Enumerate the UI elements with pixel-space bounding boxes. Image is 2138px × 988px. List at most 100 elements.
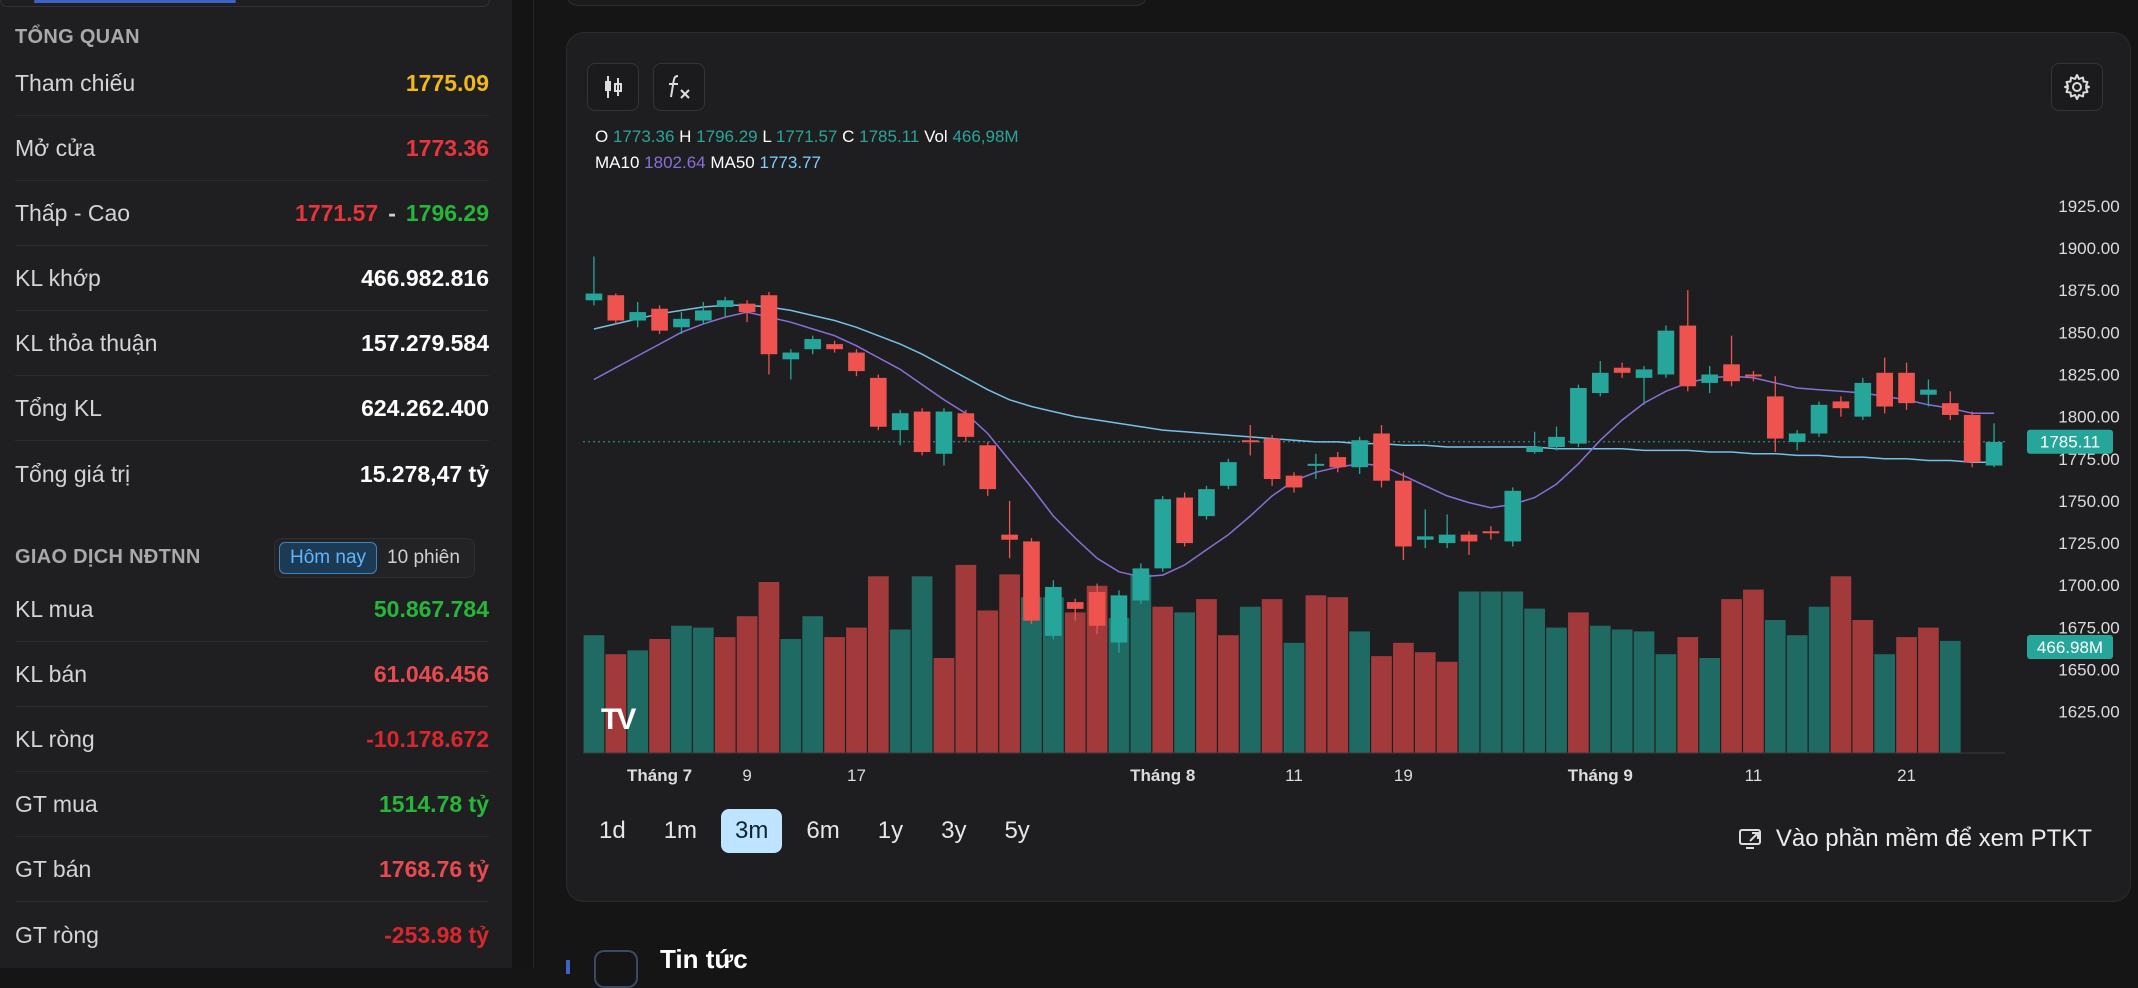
candle-body <box>1307 463 1325 466</box>
range-6m[interactable]: 6m <box>806 817 840 844</box>
open-label: O <box>595 127 609 146</box>
volume-bar <box>1633 631 1655 753</box>
row-label: KL thỏa thuận <box>15 330 158 356</box>
candle-body <box>1263 438 1281 480</box>
range-1m[interactable]: 1m <box>663 817 698 844</box>
candle-body <box>1241 440 1259 443</box>
volume-bar <box>1874 654 1896 753</box>
candle-body <box>1482 531 1500 534</box>
candle-body <box>826 344 843 350</box>
volume-bar <box>1677 637 1699 753</box>
volume-bar <box>1371 656 1392 753</box>
row-label: Tổng KL <box>15 395 102 421</box>
candle-body <box>1876 372 1893 407</box>
range-3y[interactable]: 3y <box>941 817 967 844</box>
candle-body <box>695 310 712 321</box>
ma50-label: MA50 <box>710 153 755 172</box>
volume-bar <box>1086 585 1108 753</box>
top-card-edge <box>566 0 1148 6</box>
volume-bar <box>1152 606 1174 753</box>
indicators-button[interactable] <box>653 63 705 111</box>
row-label: Tham chiếu <box>15 70 136 96</box>
volume-bar <box>583 635 605 753</box>
candle-body <box>1045 586 1062 636</box>
candle-body <box>1613 367 1631 373</box>
candle-body <box>716 300 734 308</box>
y-tick-label: 1700.00 <box>2058 576 2119 595</box>
candle-body <box>585 293 603 301</box>
range-3m[interactable]: 3m <box>721 809 783 853</box>
y-tick-label: 1675.00 <box>2058 618 2119 637</box>
overview-row-reference: Tham chiếu 1775.09 <box>15 52 489 116</box>
y-tick-label: 1900.00 <box>2058 239 2119 258</box>
foreign-row-sell-volume: KL bán 61.046.456 <box>15 643 489 707</box>
candle-body <box>1351 440 1368 468</box>
candlestick-type-button[interactable] <box>587 63 639 111</box>
toggle-10-sessions[interactable]: 10 phiên <box>387 547 460 568</box>
volume-bar <box>605 654 627 753</box>
left-panel: TỔNG QUAN Tham chiếu 1775.09 Mở cửa 1773… <box>0 0 512 968</box>
candle-body <box>1920 389 1937 395</box>
y-tick-label: 1825.00 <box>2058 365 2119 384</box>
x-tick-label: 21 <box>1897 766 1916 785</box>
open-software-link[interactable]: Vào phần mềm để xem PTKT <box>1738 825 2092 853</box>
candle-body <box>738 303 756 313</box>
candle-body <box>1285 475 1303 488</box>
volume-bar <box>1589 625 1611 753</box>
open-software-label: Vào phần mềm để xem PTKT <box>1775 825 2092 852</box>
vol-value: 466,98M <box>952 127 1019 146</box>
low-value: 1771.57 <box>295 200 379 226</box>
candle-body <box>1766 396 1784 439</box>
volume-bar <box>1480 591 1502 753</box>
volume-bar <box>1327 597 1349 753</box>
row-value: 466.982.816 <box>361 265 489 291</box>
volume-bar <box>1896 637 1917 753</box>
candle-body <box>957 413 975 437</box>
candle-body <box>1526 446 1543 453</box>
volume-bar <box>1130 574 1152 753</box>
volume-bar <box>955 564 977 753</box>
volume-bar <box>1699 658 1720 753</box>
range-1y[interactable]: 1y <box>877 817 904 844</box>
volume-bar <box>1743 589 1764 753</box>
y-tick-label: 1850.00 <box>2058 323 2119 342</box>
x-tick-label: Tháng 9 <box>1568 766 1633 785</box>
volume-bar <box>846 627 867 753</box>
candle-body <box>1176 497 1193 544</box>
volume-bar <box>627 650 649 753</box>
foreign-row-buy-volume: KL mua 50.867.784 <box>15 578 489 642</box>
x-tick-label: 11 <box>1745 766 1763 785</box>
overview-title: TỔNG QUAN <box>15 26 140 48</box>
high-value: 1796.29 <box>696 127 758 146</box>
volume-bar <box>1349 631 1370 753</box>
panel-separator <box>512 0 536 968</box>
candle-body <box>1745 374 1762 377</box>
row-label: Tổng giá trị <box>15 460 131 487</box>
high-value: 1796.29 <box>405 200 489 226</box>
gear-icon <box>2064 74 2090 100</box>
tradingview-logo: TV <box>601 703 636 736</box>
candle-body <box>760 295 778 355</box>
price-chart[interactable]: 1925.00 1900.00 1875.00 1850.00 1825.00 1800.… <box>567 33 2130 901</box>
volume-bar <box>1436 661 1458 753</box>
candle-body <box>1723 364 1740 382</box>
candle-body <box>1591 372 1609 394</box>
range-1d[interactable]: 1d <box>599 817 626 844</box>
foreign-row-net-volume: KL ròng -10.178.672 <box>15 708 489 772</box>
candle-body <box>1810 404 1828 434</box>
settings-button[interactable] <box>2051 63 2103 111</box>
candle-body <box>1220 462 1237 486</box>
overview-row-low-high: Thấp - Cao 1771.57-1796.29 <box>15 182 489 246</box>
candle-body <box>1395 480 1412 547</box>
foreign-row-sell-value: GT bán 1768.76 tỷ <box>15 838 489 902</box>
volume-bar <box>692 627 714 753</box>
news-title: Tin tức <box>660 944 748 974</box>
toggle-today[interactable]: Hôm nay <box>279 542 378 574</box>
volume-bar <box>649 639 670 753</box>
range-5y[interactable]: 5y <box>1004 817 1030 844</box>
ma10-line <box>593 311 1995 578</box>
volume-bar <box>1918 627 1939 753</box>
open-value: 1773.36 <box>612 127 675 146</box>
ma50-value: 1773.77 <box>759 153 821 172</box>
candle-body <box>1438 534 1456 544</box>
